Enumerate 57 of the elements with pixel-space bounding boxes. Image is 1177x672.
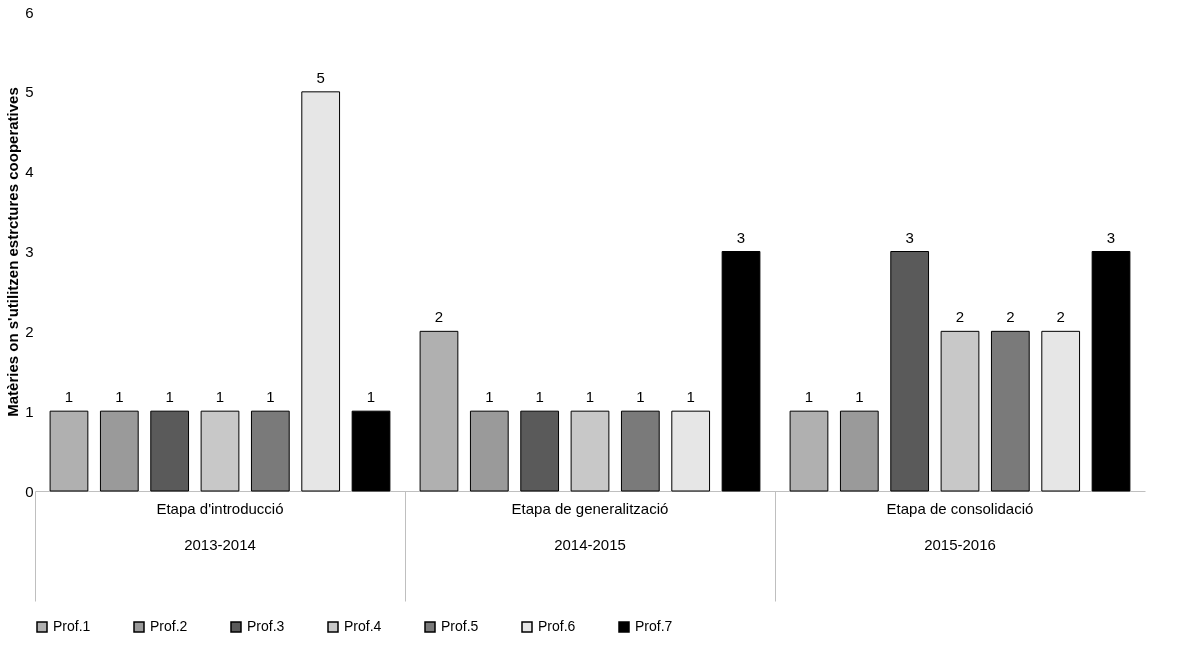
data-label: 2 xyxy=(434,308,444,326)
bar xyxy=(49,410,89,492)
data-label: 1 xyxy=(535,388,544,406)
legend-label: Prof.2 xyxy=(150,618,188,634)
y-tick-label: 2 xyxy=(25,322,34,340)
data-label: 1 xyxy=(64,388,74,406)
data-label: 1 xyxy=(115,388,124,406)
bar xyxy=(620,410,660,492)
y-tick-label: 6 xyxy=(25,3,34,21)
data-label: 1 xyxy=(366,388,376,406)
category-label: Etapa de consolidació 2015-2016 xyxy=(886,499,1034,553)
bar xyxy=(150,410,190,492)
category-label: Etapa de generalització 2014-2015 xyxy=(511,499,669,553)
data-label: 2 xyxy=(955,308,965,326)
data-label: 1 xyxy=(215,388,225,406)
y-tick-label: 5 xyxy=(25,83,34,101)
bar xyxy=(419,330,459,492)
bar xyxy=(351,410,391,492)
data-label: 3 xyxy=(1106,228,1116,246)
bar xyxy=(890,251,930,492)
bar xyxy=(1041,330,1081,492)
data-label: 3 xyxy=(905,228,914,246)
data-label: 1 xyxy=(636,388,645,406)
bar xyxy=(99,410,139,492)
data-label: 1 xyxy=(485,388,494,406)
bar xyxy=(301,91,341,492)
legend-label: Prof.4 xyxy=(344,618,382,634)
y-axis-title: Matèries on s'utilitzen estrctures cooperatives xyxy=(4,87,22,417)
bar xyxy=(839,410,879,492)
bar xyxy=(789,410,829,492)
data-label: 1 xyxy=(266,388,275,406)
data-label: 5 xyxy=(316,68,325,86)
data-label: 1 xyxy=(804,388,814,406)
bar xyxy=(250,410,290,492)
legend-label: Prof.1 xyxy=(53,618,91,634)
data-label: 2 xyxy=(1056,308,1065,326)
data-label: 1 xyxy=(686,388,695,406)
y-tick-label: 3 xyxy=(25,243,34,260)
bar xyxy=(469,410,509,492)
legend-label: Prof.5 xyxy=(441,618,479,634)
data-label: 2 xyxy=(1006,308,1015,326)
data-label: 1 xyxy=(855,388,864,406)
bar xyxy=(990,330,1030,492)
data-label: 3 xyxy=(736,228,746,246)
bar xyxy=(721,251,761,492)
data-label: 1 xyxy=(165,388,174,406)
legend-label: Prof.6 xyxy=(538,618,576,634)
data-label: 1 xyxy=(585,388,595,406)
legend-label: Prof.7 xyxy=(635,618,673,634)
category-label: Etapa d'introducció 2013-2014 xyxy=(156,499,284,553)
y-tick-label: 4 xyxy=(25,163,34,181)
bar xyxy=(671,410,711,492)
y-tick-label: 1 xyxy=(25,402,34,420)
bar xyxy=(520,410,560,492)
legend-label: Prof.3 xyxy=(247,618,285,634)
y-tick-label: 0 xyxy=(25,482,34,500)
bar xyxy=(1091,251,1131,492)
